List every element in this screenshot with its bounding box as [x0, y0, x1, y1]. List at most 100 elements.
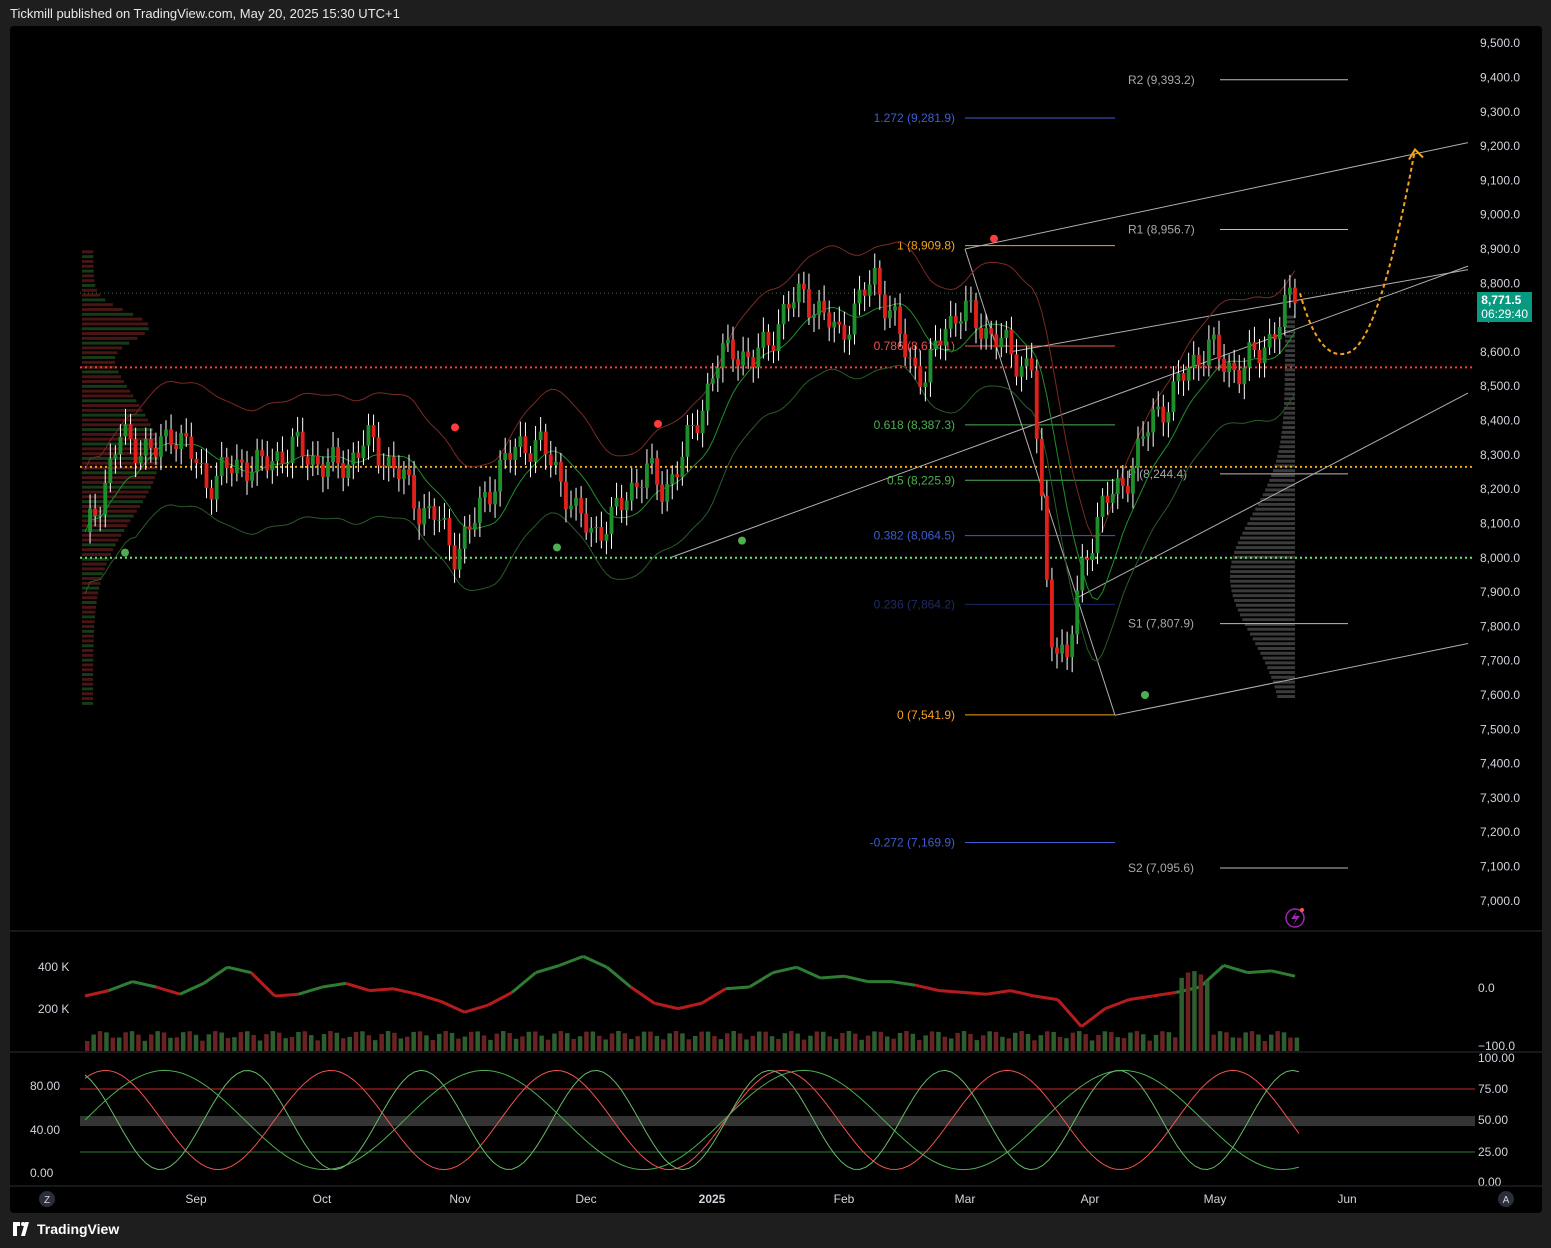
volume-profile-bar	[82, 548, 114, 552]
candle-body	[908, 357, 913, 359]
volume-profile-bar-right	[1275, 459, 1295, 463]
candle-body	[791, 302, 796, 309]
volume-profile-bar	[82, 490, 149, 494]
price-axis[interactable]: 9,500.0 9,400.0 9,300.0 9,200.0 9,100.0 9,000…	[1480, 36, 1520, 908]
candle-body	[381, 465, 386, 467]
volume-bar	[776, 1038, 781, 1051]
channel-line[interactable]	[1009, 269, 1469, 353]
volume-bar	[661, 1039, 666, 1051]
candle-body	[564, 481, 568, 510]
candle-body	[361, 445, 366, 459]
candle-body	[462, 526, 467, 549]
candle-body	[604, 533, 609, 541]
candle-body	[903, 333, 908, 358]
price-tick-label: 8,500.0	[1480, 379, 1520, 393]
volume-bar	[1281, 1032, 1287, 1051]
candle-body	[148, 438, 153, 449]
volume-bar	[961, 1031, 967, 1051]
candle-body	[1161, 406, 1166, 423]
volume-bar	[1038, 1035, 1044, 1051]
candle-body	[953, 316, 958, 324]
candle-body	[751, 357, 756, 368]
candle-body	[376, 437, 381, 466]
volume-bar	[347, 1036, 352, 1051]
trend-channels[interactable]	[669, 142, 1469, 716]
candle-body	[974, 300, 978, 328]
tradingview-logo-icon	[13, 1222, 29, 1236]
channel-line[interactable]	[1114, 643, 1469, 716]
time-axis-label: Jun	[1337, 1192, 1356, 1206]
volume-profile-bar	[82, 591, 99, 595]
candle-body	[326, 461, 330, 477]
projection-arrowhead[interactable]	[1408, 147, 1424, 161]
channel-line[interactable]	[964, 142, 1469, 250]
volume-profile-bar	[82, 432, 155, 436]
candle-body	[341, 463, 346, 478]
time-axis[interactable]: Sep Oct Nov Dec 2025 Feb Mar Apr May Jun Z A	[39, 1191, 1514, 1207]
volume-profile-bar-right	[1242, 531, 1295, 535]
volume-bar	[283, 1038, 288, 1051]
auto-scale-right-button[interactable]	[1498, 1191, 1514, 1207]
alert-lightning-icon[interactable]	[1285, 908, 1305, 928]
chart-frame[interactable]: 1.272 (9,281.9) 1 (8,909.8) 0.786 (8,617.1…	[10, 26, 1542, 1213]
candle-body	[948, 316, 953, 329]
candle-body	[786, 303, 791, 309]
volume-bar	[1045, 1031, 1050, 1051]
chart-canvas[interactable]: 1.272 (9,281.9) 1 (8,909.8) 0.786 (8,617.1…	[10, 26, 1542, 1213]
channel-line[interactable]	[669, 265, 1469, 559]
volume-profile-bar	[82, 332, 145, 336]
volume-bar	[366, 1035, 372, 1051]
candle-body	[558, 461, 563, 482]
volume-profile-bar-right	[1252, 637, 1295, 641]
volume-bar	[520, 1036, 525, 1051]
volume-bar	[1211, 1034, 1216, 1051]
volume-bar	[635, 1036, 640, 1051]
stoch-line	[84, 1069, 1300, 1171]
candle-body	[1044, 496, 1049, 580]
candle-body	[1166, 412, 1171, 423]
oscillator-line-segment	[582, 955, 608, 969]
projection-line[interactable]	[1299, 149, 1416, 355]
candle-body	[781, 303, 786, 325]
volume-bar	[245, 1031, 250, 1051]
volume-bar	[161, 1032, 167, 1051]
price-tick-label: 7,500.0	[1480, 722, 1520, 736]
candle-body	[1050, 579, 1054, 648]
volume-bar	[1070, 1032, 1076, 1051]
volume-profile-bar	[82, 370, 119, 374]
volume-bar	[590, 1031, 596, 1051]
volume-profile-bar	[82, 264, 94, 268]
channel-line[interactable]	[1074, 392, 1469, 600]
volume-profile-bar	[82, 423, 151, 427]
candle-body	[402, 469, 406, 479]
signal-dot	[121, 548, 129, 557]
volume-profile-bar	[82, 668, 94, 672]
candle-body	[817, 300, 821, 315]
volume-profile-bar	[82, 697, 94, 701]
candle-body	[923, 382, 928, 387]
volume-profile-bar-right	[1277, 454, 1295, 458]
volume-bar	[232, 1037, 237, 1051]
oscillator-line-segment	[1128, 994, 1153, 1002]
signal-dot	[1141, 691, 1149, 699]
volume-profile-bar-right	[1284, 315, 1295, 319]
stoch-left-label: 40.00	[30, 1123, 60, 1137]
oscillator-line-segment	[416, 992, 442, 1003]
volume-bar	[1064, 1038, 1069, 1051]
volume-bar	[373, 1040, 378, 1051]
projection-path[interactable]	[1299, 147, 1424, 355]
volume-profile-bar	[82, 620, 95, 624]
candle-body	[877, 267, 882, 295]
volume-bar	[181, 1032, 186, 1051]
volume-bar	[526, 1031, 532, 1051]
candle-body	[801, 283, 806, 290]
auto-scale-left-button[interactable]	[39, 1191, 55, 1207]
volume-profile-bar	[82, 500, 143, 504]
candle-body	[442, 517, 447, 520]
volume-profile-bar	[82, 504, 140, 508]
oscillator-line-segment	[772, 965, 798, 975]
candle-body	[452, 545, 457, 570]
fibonacci-retracement[interactable]: 1.272 (9,281.9) 1 (8,909.8) 0.786 (8,617.1…	[870, 111, 1115, 850]
oscillator-line-segment	[227, 965, 252, 975]
volume-bar	[686, 1039, 692, 1051]
